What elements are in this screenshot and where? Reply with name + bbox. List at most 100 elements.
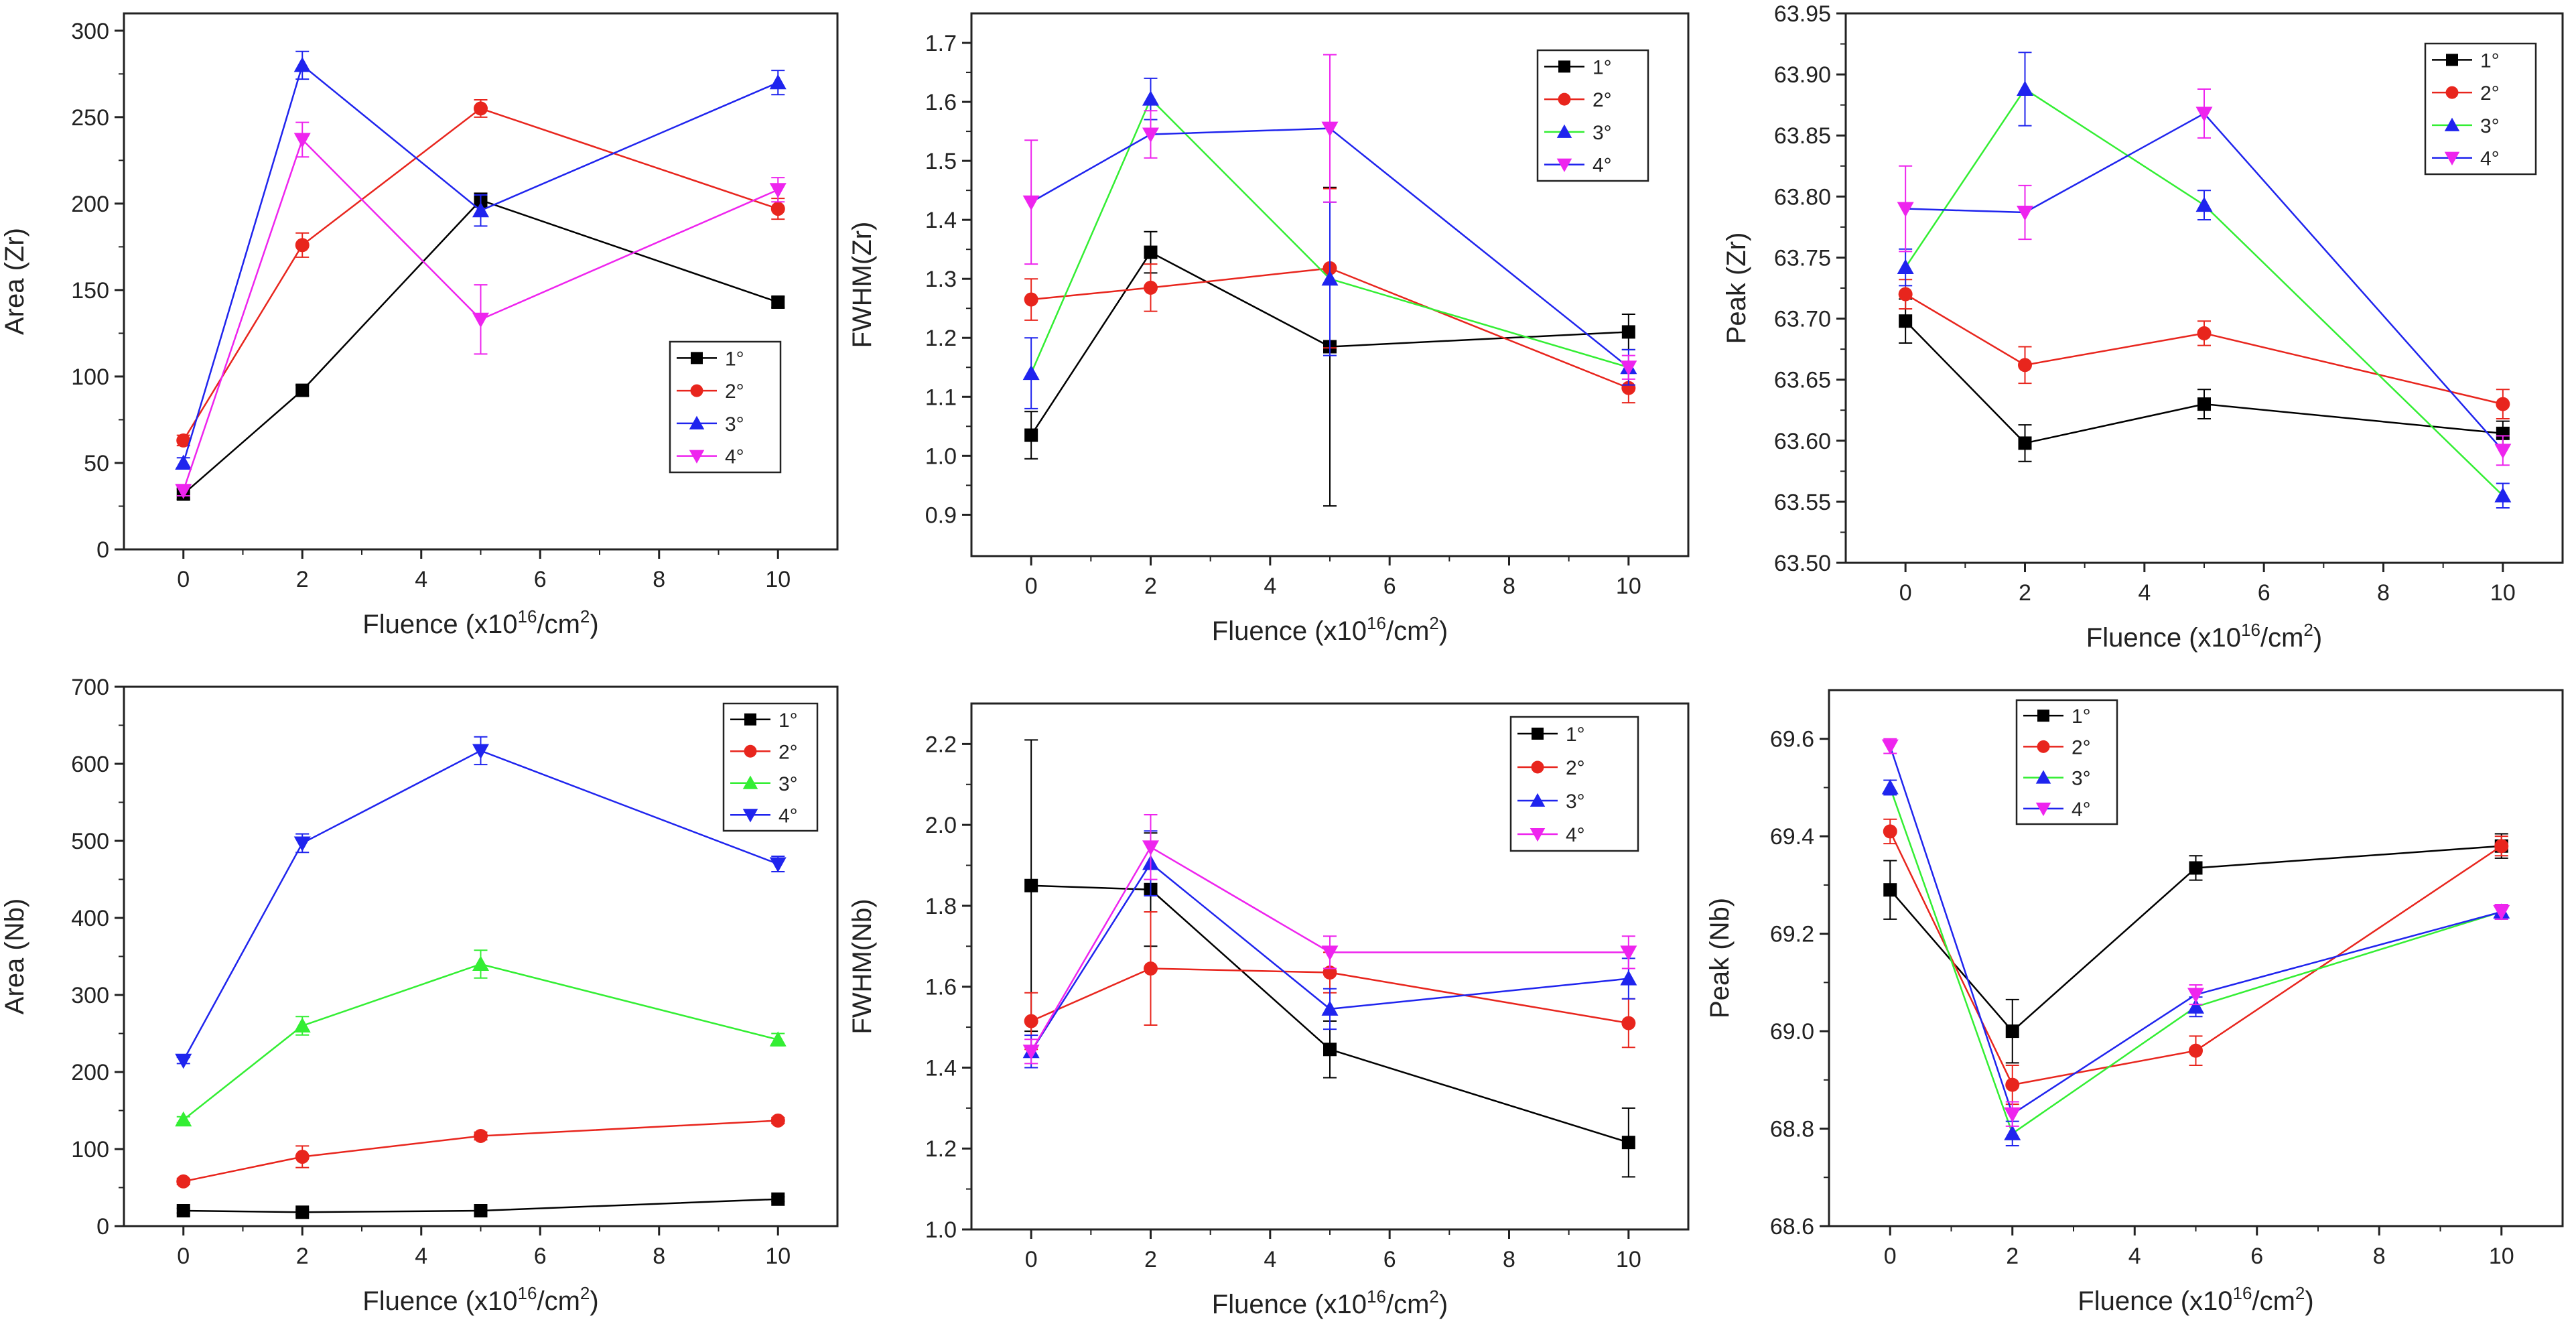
y-axis-title: FWHM(Zr) [848, 222, 877, 348]
data-point [1144, 961, 1158, 976]
legend-label: 3° [1566, 791, 1585, 813]
x-tick-label: 8 [1503, 1247, 1515, 1272]
y-tick-label: 0 [96, 537, 109, 563]
y-tick-label: 1.3 [925, 267, 957, 292]
x-tick-label: 6 [1383, 574, 1396, 599]
y-tick-label: 300 [71, 19, 109, 44]
y-tick-label: 700 [71, 675, 109, 700]
y-tick-label: 400 [71, 906, 109, 931]
series-line [1889, 787, 2502, 1135]
x-tick-label: 6 [1383, 1247, 1396, 1272]
data-point [293, 56, 311, 72]
data-point [2189, 861, 2203, 875]
data-point [295, 1150, 310, 1164]
data-point [295, 1205, 310, 1219]
data-point [2195, 196, 2213, 212]
legend: 1° 2° 3° 4° [669, 340, 782, 474]
data-point [1321, 270, 1339, 286]
y-tick-label: 69.0 [1770, 1019, 1814, 1045]
legend-label: 3° [778, 773, 798, 795]
y-tick-label: 63.80 [1774, 184, 1831, 210]
data-point [769, 74, 787, 90]
x-tick-label: 10 [2489, 1244, 2514, 1269]
x-axis-title: Fluence (x1016/cm2) [1212, 613, 1448, 646]
legend-label: 1° [1592, 56, 1612, 78]
y-tick-label: 63.70 [1774, 307, 1831, 332]
legend-label: 1° [725, 348, 744, 370]
legend: 1° 2° 3° 4° [2424, 42, 2537, 176]
data-point [1620, 945, 1637, 961]
legend-marker [2446, 54, 2458, 66]
y-tick-label: 69.6 [1770, 727, 1814, 752]
series-line [1030, 967, 1629, 1024]
series-line [1030, 97, 1629, 374]
series-line [1030, 127, 1629, 369]
data-point [2018, 358, 2032, 373]
data-point [1621, 325, 1635, 339]
series-line [1031, 267, 1629, 389]
x-tick-label: 10 [765, 1244, 791, 1269]
data-point [2494, 839, 2509, 854]
legend-label: 3° [2480, 115, 2500, 137]
y-tick-label: 1.1 [925, 385, 957, 410]
data-point [1142, 127, 1159, 143]
x-tick-label: 8 [2377, 580, 2390, 606]
legend-marker [1558, 92, 1571, 106]
series-3 [175, 50, 787, 470]
x-tick-label: 4 [2138, 580, 2151, 606]
data-point [2187, 988, 2204, 1004]
series-line [1905, 112, 2504, 452]
y-tick-label: 63.50 [1774, 551, 1831, 576]
legend-label: 2° [1592, 89, 1612, 111]
series-4 [175, 121, 787, 499]
legend-marker [2444, 117, 2460, 131]
y-tick-label: 63.90 [1774, 62, 1831, 88]
y-axis-title: Area (Zr) [0, 228, 29, 335]
data-point [1620, 970, 1637, 986]
x-tick-label: 4 [415, 1244, 427, 1269]
data-point [472, 312, 489, 328]
x-tick-label: 0 [1025, 574, 1038, 599]
series-3 [1022, 77, 1637, 409]
legend-label: 4° [725, 446, 744, 468]
y-tick-label: 1.8 [925, 894, 957, 919]
data-point [1321, 945, 1339, 961]
legend-marker [2035, 802, 2051, 817]
data-point [2005, 1024, 2019, 1039]
x-tick-label: 0 [177, 1244, 190, 1269]
y-axis-title: Peak (Nb) [1705, 898, 1735, 1018]
y-tick-label: 63.75 [1774, 245, 1831, 271]
data-point [1899, 314, 1913, 328]
y-tick-label: 150 [71, 278, 109, 304]
series-line [1905, 88, 2504, 496]
x-tick-label: 2 [296, 1244, 309, 1269]
series-4 [175, 736, 787, 1069]
legend-marker [1556, 158, 1572, 172]
data-point [2197, 326, 2212, 340]
x-tick-label: 8 [653, 1244, 665, 1269]
y-tick-label: 1.5 [925, 149, 957, 174]
data-point [1621, 1136, 1635, 1150]
legend-marker [2037, 740, 2050, 753]
data-point [1881, 739, 1899, 755]
x-tick-label: 8 [1503, 574, 1515, 599]
x-tick-label: 8 [2373, 1244, 2386, 1269]
legend-marker [691, 352, 703, 364]
data-point [2018, 436, 2032, 450]
data-point [770, 202, 785, 216]
data-point [771, 295, 785, 309]
data-point [474, 1128, 488, 1143]
legend-marker [689, 450, 705, 464]
legend-frame [669, 340, 782, 474]
data-point [472, 744, 489, 759]
data-point [176, 1174, 191, 1189]
data-point [1620, 360, 1637, 376]
data-point [2496, 426, 2510, 440]
legend: 1° 2° 3° 4° [1536, 49, 1649, 182]
legend-marker [2445, 86, 2459, 99]
y-tick-label: 63.95 [1774, 1, 1831, 27]
data-point [472, 955, 489, 971]
data-point [769, 1031, 787, 1047]
legend-frame [722, 702, 819, 832]
